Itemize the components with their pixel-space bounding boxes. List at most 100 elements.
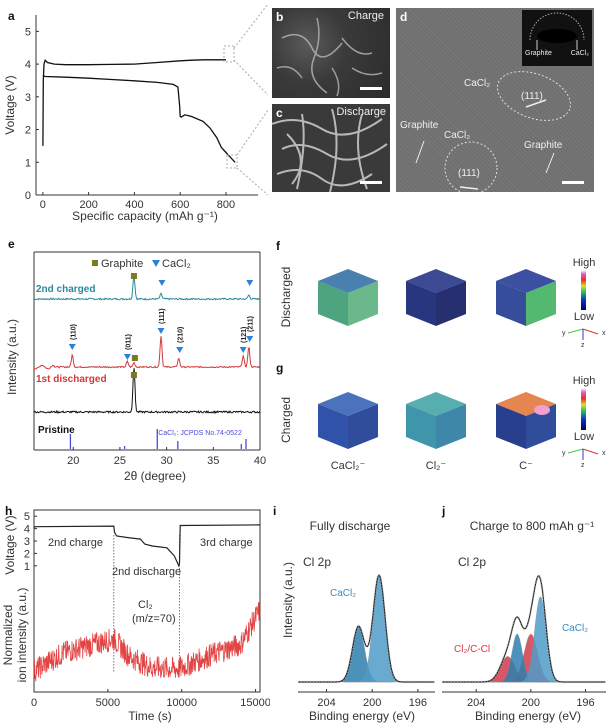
hkl-label: (011)	[125, 334, 132, 350]
panel-label-a: a	[8, 9, 15, 23]
cube-right-face	[348, 281, 378, 326]
y-tick-label: 3	[25, 92, 31, 104]
chart-title: Charge to 800 mAh g⁻¹	[470, 519, 594, 533]
sem-image-charge: b Charge	[272, 8, 390, 98]
chart-subtitle: Cl 2p	[458, 555, 486, 569]
tem-label-cacl2: CaCl₂	[464, 78, 491, 89]
cube-left-face	[406, 404, 436, 449]
column-label-cacl2: CaCl₂⁻	[331, 460, 366, 472]
hkl-label: (210)	[178, 327, 185, 343]
x-axis-label: 2θ (degree)	[124, 469, 186, 483]
panel-label-d: d	[400, 10, 408, 24]
y-tick-label: 0	[25, 190, 31, 202]
colorbar-high: High	[573, 375, 596, 387]
cube-left-face	[406, 281, 436, 326]
chart-subtitle: Cl 2p	[303, 555, 331, 569]
xrd-series	[33, 336, 260, 370]
arrow-graphite	[545, 152, 555, 174]
y-tick-label: 2	[25, 125, 31, 137]
x-tick-label: 10000	[166, 697, 197, 709]
svg-text:z: z	[581, 342, 585, 349]
x-tick-label: 15000	[240, 697, 270, 709]
x-tick-label: 0	[40, 199, 46, 211]
legend-label-cacl2: CaCl₂	[162, 258, 191, 270]
x-tick-label: 196	[409, 697, 427, 709]
y-tick-label: 4	[25, 59, 31, 71]
region-outline	[444, 141, 498, 192]
x-tick-label: 204	[467, 697, 485, 709]
cube-right-face	[526, 281, 556, 326]
tem-label-graphite: Graphite	[524, 140, 563, 151]
x-tick-label: 20	[67, 455, 79, 467]
colorbar-low: Low	[574, 431, 594, 443]
lattice-mark	[525, 99, 547, 108]
scale-bar	[360, 181, 382, 184]
sem-caption-discharge: Discharge	[336, 106, 386, 118]
y-tick-label: 1	[24, 561, 30, 573]
y-axis-label-ion-1: Normalized	[1, 605, 15, 666]
cacl2-marker	[176, 347, 184, 353]
cube-right-face	[436, 404, 466, 449]
cube-right-face	[348, 404, 378, 449]
tem-label-111: (111)	[521, 91, 543, 102]
panel-label-h: h	[5, 504, 12, 518]
svg-text:z: z	[581, 462, 585, 469]
cacl2-marker	[239, 347, 247, 353]
panel-label-e: e	[8, 237, 15, 251]
sem-texture	[272, 108, 388, 192]
cube-right-face	[436, 281, 466, 326]
cube-left-face	[496, 281, 526, 326]
colorbar-high: High	[573, 257, 596, 269]
panel-i-xps-chart: i Fully discharge Cl 2p 204 200 196 CaCl₂ B…	[273, 504, 435, 723]
cacl2-marker	[157, 328, 165, 334]
series-label: 1st discharged	[36, 374, 107, 385]
y-tick-label: 5	[24, 511, 30, 523]
x-tick-label: 200	[363, 697, 381, 709]
x-tick-label: 25	[114, 455, 126, 467]
y-axis-label: Intensity (a.u.)	[281, 562, 295, 638]
inset-label-cacl2: CaCl₂	[570, 50, 589, 57]
zoom-connectors	[223, 3, 268, 196]
svg-text:x: x	[602, 330, 606, 337]
ion-intensity-series	[33, 601, 261, 682]
scale-bar	[360, 87, 382, 90]
sem-image-discharge: c Discharge	[272, 104, 390, 192]
svg-text:y: y	[562, 330, 566, 337]
x-axis-label: Specific capacity (mAh g⁻¹)	[72, 209, 218, 223]
region-outline	[497, 71, 571, 121]
cacl2-marker	[68, 344, 76, 350]
panel-label-i: i	[273, 504, 276, 518]
raw-data-points	[298, 573, 435, 684]
row-label-charged: Charged	[279, 397, 293, 443]
panel-label-c: c	[276, 106, 283, 120]
column-label-cl2: Cl₂⁻	[426, 460, 447, 472]
hkl-label: (211)	[248, 316, 255, 332]
y-tick-label: 5	[25, 26, 31, 38]
xrd-series	[33, 276, 260, 301]
tem-annotations	[415, 71, 571, 192]
axes-triad-f: x y z	[562, 328, 606, 349]
peak-label-cacl2: CaCl₂	[562, 623, 588, 634]
series-label: 2nd charged	[36, 284, 95, 295]
panel-j-xps-chart: j Charge to 800 mAh g⁻¹ Cl 2p 204 200 196 C…	[441, 504, 606, 723]
column-label-c: C⁻	[519, 460, 533, 472]
x-axis-label: Binding energy (eV)	[309, 709, 415, 723]
colorbar-g: High Low	[573, 375, 596, 443]
cacl2-marker	[158, 280, 166, 286]
x-tick-label: 400	[125, 199, 143, 211]
y-axis-label: Voltage (V)	[3, 75, 17, 134]
tem-label-graphite: Graphite	[400, 120, 439, 131]
x-axis-label: Time (s)	[128, 709, 172, 723]
x-tick-label: 600	[171, 199, 189, 211]
legend-marker-cacl2	[152, 260, 160, 267]
plot-frame	[33, 509, 261, 693]
cube-left-face	[318, 404, 348, 449]
annotation: (m/z=70)	[132, 613, 176, 625]
x-tick-label: 204	[317, 697, 335, 709]
hkl-label: (110)	[70, 324, 77, 340]
panel-label-f: f	[276, 239, 281, 253]
reference-label: CaCl₂: JCPDS No.74-0522	[158, 430, 242, 437]
cacl2-marker	[246, 280, 254, 286]
panel-label-j: j	[441, 504, 445, 518]
